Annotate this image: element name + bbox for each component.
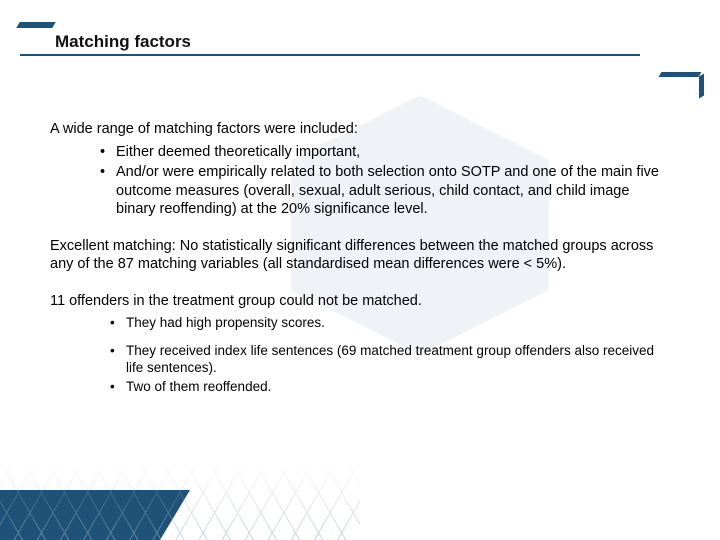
slide: Matching factors A wide range of matchin… — [0, 0, 720, 540]
paragraph-3-bullets: They had high propensity scores. They re… — [50, 314, 660, 395]
bullet-item: They received index life sentences (69 m… — [110, 342, 660, 377]
paragraph-2: Excellent matching: No statistically sig… — [50, 237, 660, 274]
content-area: A wide range of matching factors were in… — [50, 120, 660, 413]
bullet-item: Either deemed theoretically important, — [100, 143, 660, 162]
title-container: Matching factors — [55, 32, 191, 52]
paragraph-1-bullets: Either deemed theoretically important, A… — [50, 143, 660, 219]
bullet-item: Two of them reoffended. — [110, 378, 660, 395]
paragraph-3-lead: 11 offenders in the treatment group coul… — [50, 292, 660, 311]
bullet-item: And/or were empirically related to both … — [100, 163, 660, 219]
corner-accent-top-right — [652, 72, 700, 92]
bullet-item: They had high propensity scores. — [110, 314, 660, 331]
paragraph-3: 11 offenders in the treatment group coul… — [50, 292, 660, 396]
slide-title: Matching factors — [55, 32, 191, 52]
title-underline — [20, 54, 640, 56]
bottom-triangle-cut — [160, 490, 220, 540]
paragraph-1-lead: A wide range of matching factors were in… — [50, 120, 660, 139]
paragraph-1: A wide range of matching factors were in… — [50, 120, 660, 219]
